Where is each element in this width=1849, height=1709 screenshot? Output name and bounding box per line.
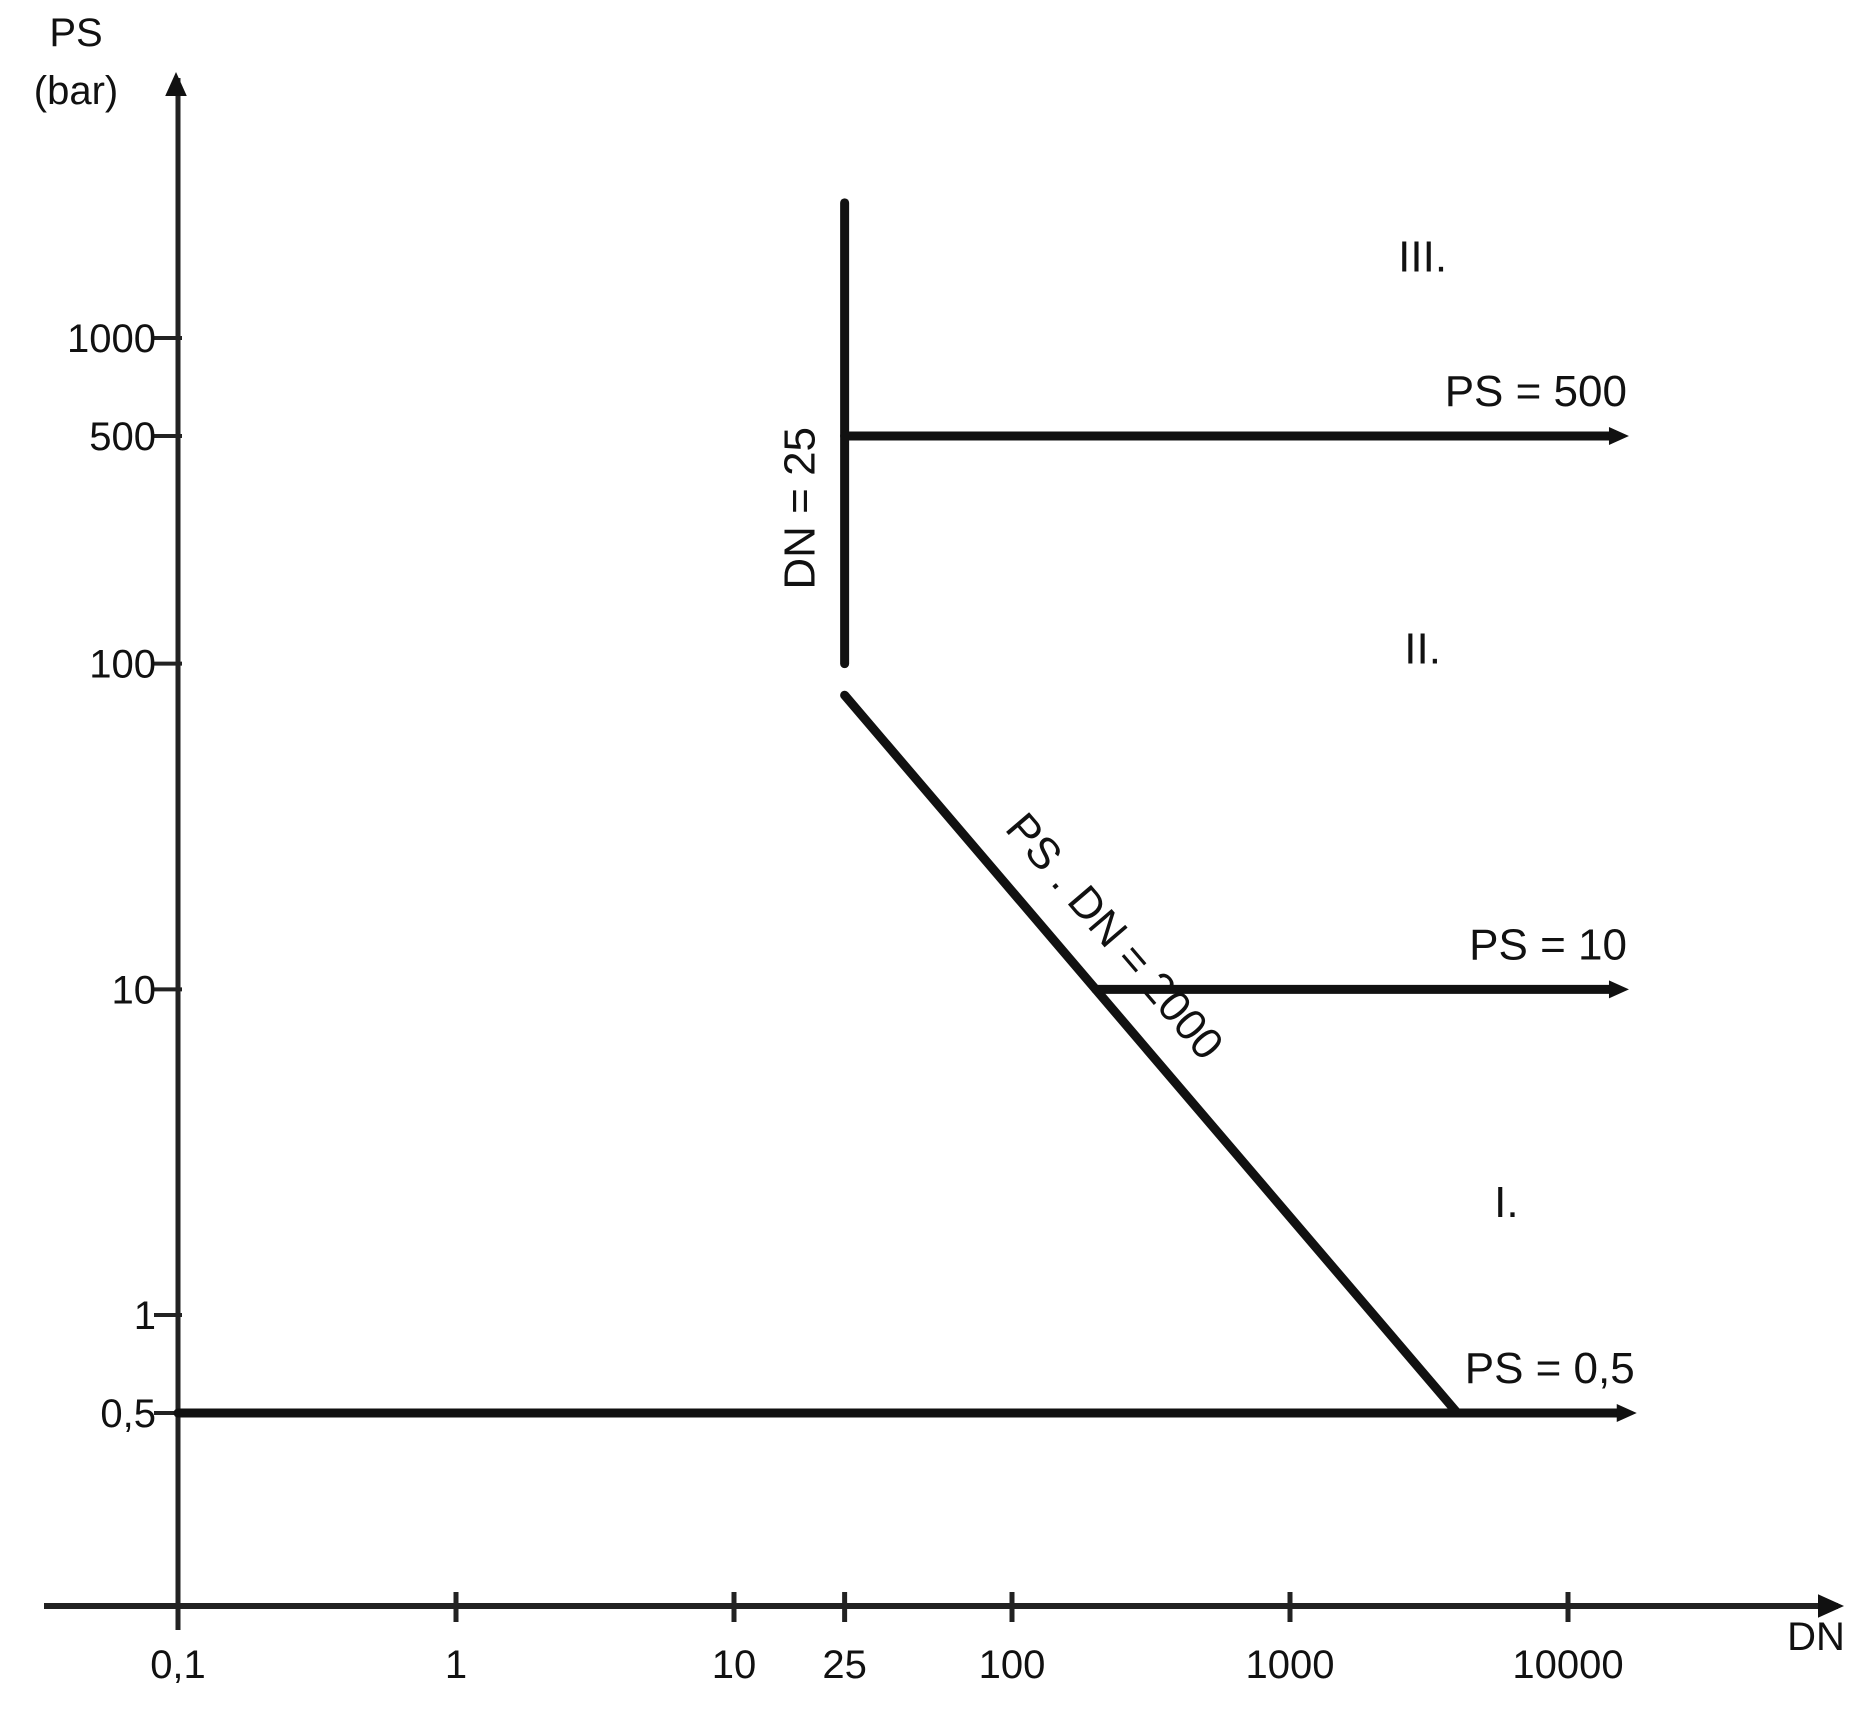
x-axis-title: DN [1787,1615,1845,1659]
label-ps-0-5: PS = 0,5 [1465,1344,1635,1393]
label-dn-25: DN = 25 [776,427,825,590]
y-tick-label-0-5: 0,5 [100,1392,156,1436]
line-ps-500-arrow [1608,427,1629,446]
line-ps-0-5-arrow [1616,1404,1637,1423]
x-tick-label-25: 25 [822,1643,867,1687]
region-label-ii: II. [1404,625,1441,674]
label-ps-500: PS = 500 [1445,367,1627,416]
x-tick-label-1: 1 [445,1643,467,1687]
y-axis-title-line1: PS [49,11,102,55]
label-ps-10: PS = 10 [1469,920,1627,969]
y-axis-title-line2: (bar) [34,69,118,113]
line-ps-dn-2000 [840,690,1462,1418]
y-tick-label-100: 100 [89,643,156,687]
y-axis-arrow [165,72,187,96]
x-tick-label-10: 10 [712,1643,757,1687]
x-tick-label-1000: 1000 [1246,1643,1335,1687]
label-ps-dn-2000: PS . DN = 2000 [996,804,1233,1069]
x-tick-label-10000: 10000 [1512,1643,1623,1687]
x-axis-arrow [1818,1594,1844,1618]
x-tick-label-0-1: 0,1 [150,1643,206,1687]
y-tick-label-1: 1 [134,1294,156,1338]
region-label-iii: III. [1398,233,1447,282]
line-ps-10-arrow [1608,980,1629,999]
y-tick-label-10: 10 [112,968,157,1012]
x-tick-label-100: 100 [979,1643,1046,1687]
y-tick-label-500: 500 [89,415,156,459]
region-label-i: I. [1494,1178,1518,1227]
y-tick-label-1000: 1000 [67,317,156,361]
